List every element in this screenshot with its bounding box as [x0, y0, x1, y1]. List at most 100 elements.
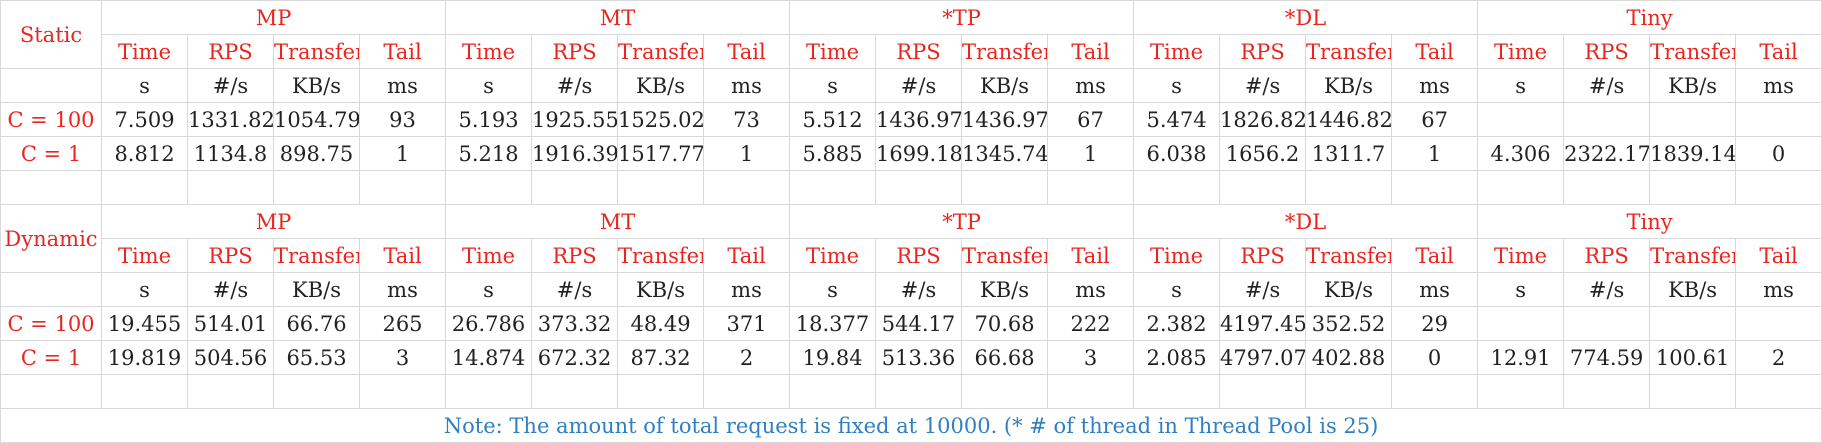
- value-cell: 5.474: [1133, 102, 1221, 137]
- empty-cell: [1563, 170, 1651, 205]
- metric-header: Time: [789, 34, 877, 69]
- value-cell: [1735, 102, 1822, 137]
- unit-cell: ms: [1391, 272, 1479, 307]
- group-header: *DL: [1133, 0, 1479, 35]
- value-cell: 1: [1047, 136, 1135, 171]
- section-label: Dynamic: [0, 204, 102, 273]
- value-cell: 5.218: [445, 136, 533, 171]
- unit-cell: ms: [703, 272, 791, 307]
- value-cell: 514.01: [187, 306, 274, 341]
- empty-cell: [1219, 170, 1307, 205]
- note-text: Note: The amount of total request is fix…: [0, 408, 1822, 443]
- value-cell: 402.88: [1305, 340, 1393, 375]
- empty-cell: [101, 170, 188, 205]
- value-cell: 265: [358, 306, 447, 341]
- empty-cell: [789, 374, 877, 409]
- value-cell: 48.49: [617, 306, 705, 341]
- unit-cell: ms: [358, 68, 447, 103]
- value-cell: 0: [1735, 136, 1822, 171]
- value-cell: 1054.79: [273, 102, 360, 137]
- section-label: Static: [0, 0, 102, 69]
- group-header: MP: [100, 0, 447, 35]
- empty-cell: [961, 374, 1049, 409]
- value-cell: [1649, 306, 1737, 341]
- value-cell: 2: [703, 340, 791, 375]
- value-cell: 5.512: [789, 102, 877, 137]
- metric-header: Tail: [1735, 34, 1822, 69]
- value-cell: 1699.18: [875, 136, 963, 171]
- value-cell: 373.32: [531, 306, 619, 341]
- value-cell: 5.193: [445, 102, 533, 137]
- empty-cell: [187, 170, 274, 205]
- value-cell: 1436.97: [875, 102, 963, 137]
- metric-header: RPS: [531, 238, 619, 273]
- value-cell: 544.17: [875, 306, 963, 341]
- empty-cell: [1391, 374, 1479, 409]
- empty-cell: [358, 170, 447, 205]
- metric-header: Transfer: [1305, 238, 1393, 273]
- group-header: MT: [445, 0, 791, 35]
- value-cell: [1477, 306, 1565, 341]
- value-cell: 1916.39: [531, 136, 619, 171]
- value-cell: 1134.8: [187, 136, 274, 171]
- value-cell: 1311.7: [1305, 136, 1393, 171]
- metric-header: Tail: [1391, 34, 1479, 69]
- unit-cell: #/s: [875, 68, 963, 103]
- value-cell: 1839.14: [1649, 136, 1737, 171]
- metric-header: Tail: [703, 34, 791, 69]
- empty-cell: [1477, 374, 1565, 409]
- data-row: C = 1 8.812 1134.8 898.75 1 5.218 1916.39 1517.…: [0, 136, 1822, 171]
- value-cell: 504.56: [187, 340, 274, 375]
- value-cell: 6.038: [1133, 136, 1221, 171]
- metric-header: RPS: [1219, 34, 1307, 69]
- group-header: *TP: [789, 204, 1135, 239]
- metric-header: RPS: [1219, 238, 1307, 273]
- value-cell: 1345.74: [961, 136, 1049, 171]
- value-cell: 1517.77: [617, 136, 705, 171]
- unit-cell: #/s: [1219, 272, 1307, 307]
- metric-header: RPS: [1563, 34, 1651, 69]
- metric-header: Time: [1477, 34, 1565, 69]
- blank-row: [0, 374, 1822, 409]
- value-cell: 774.59: [1563, 340, 1651, 375]
- metric-header: Transfer: [1649, 238, 1737, 273]
- blank-row: [0, 170, 1822, 205]
- value-cell: 12.91: [1477, 340, 1565, 375]
- unit-cell: #/s: [1563, 272, 1651, 307]
- unit-cell: s: [1477, 68, 1565, 103]
- metric-header: Time: [789, 238, 877, 273]
- group-header-row: Static MP MT *TP *DL Tiny: [0, 0, 1822, 69]
- unit-cell: ms: [703, 68, 791, 103]
- empty-cell: [0, 272, 102, 307]
- value-cell: 87.32: [617, 340, 705, 375]
- unit-cell: s: [1133, 272, 1221, 307]
- value-cell: 5.885: [789, 136, 877, 171]
- empty-cell: [445, 170, 533, 205]
- value-cell: 898.75: [273, 136, 360, 171]
- unit-cell: s: [789, 272, 877, 307]
- empty-cell: [1133, 170, 1221, 205]
- value-cell: 14.874: [445, 340, 533, 375]
- metric-header: Tail: [358, 34, 447, 69]
- unit-cell: s: [101, 272, 188, 307]
- unit-cell: #/s: [875, 272, 963, 307]
- metric-header: RPS: [531, 34, 619, 69]
- unit-cell: KB/s: [617, 272, 705, 307]
- metric-header: Transfer: [273, 34, 360, 69]
- value-cell: 93: [358, 102, 447, 137]
- empty-cell: [789, 170, 877, 205]
- unit-cell: ms: [1735, 68, 1822, 103]
- unit-cell: #/s: [187, 68, 274, 103]
- metric-header: Tail: [1735, 238, 1822, 273]
- value-cell: 672.32: [531, 340, 619, 375]
- group-header: Tiny: [1477, 0, 1822, 35]
- empty-cell: [1477, 170, 1565, 205]
- unit-cell: s: [1477, 272, 1565, 307]
- empty-cell: [1047, 170, 1135, 205]
- value-cell: 100.61: [1649, 340, 1737, 375]
- value-cell: 3: [358, 340, 447, 375]
- empty-cell: [1305, 374, 1393, 409]
- data-row: C = 100 7.509 1331.82 1054.79 93 5.193 1925.55…: [0, 102, 1822, 137]
- unit-cell: ms: [1047, 272, 1135, 307]
